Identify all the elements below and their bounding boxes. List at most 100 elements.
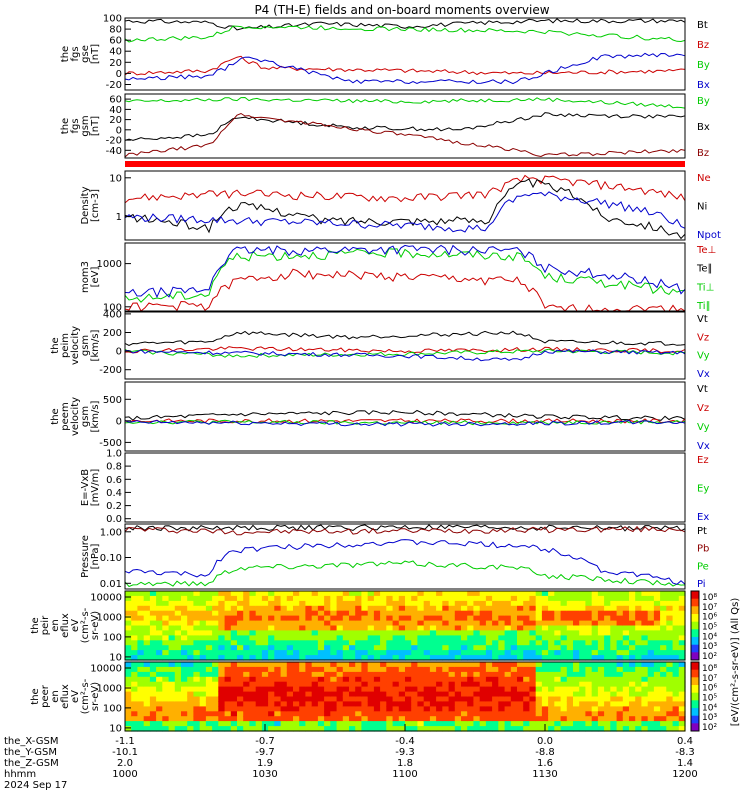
spectrogram-cell bbox=[268, 620, 275, 627]
spectrogram-cell bbox=[541, 681, 549, 688]
spectrogram-cell bbox=[349, 635, 356, 641]
spectrogram-cell bbox=[678, 620, 686, 627]
spectrogram-cell bbox=[286, 681, 294, 688]
spectrogram-cell bbox=[504, 625, 512, 631]
spectrogram-cell bbox=[361, 671, 369, 678]
spectrogram-cell bbox=[411, 635, 418, 641]
spectrogram-cell bbox=[342, 721, 350, 727]
spectrogram-cell bbox=[585, 625, 593, 631]
spectrogram-cell bbox=[149, 630, 157, 636]
spectrogram-cell bbox=[398, 671, 406, 678]
spectrogram-cell bbox=[405, 696, 412, 702]
spectrogram-cell bbox=[212, 671, 219, 678]
spectrogram-cell bbox=[517, 630, 524, 636]
spectrogram-cell bbox=[535, 716, 543, 722]
spectrogram-cell bbox=[448, 610, 456, 617]
spectrogram-cell bbox=[249, 676, 257, 683]
spectrogram-cell bbox=[629, 676, 636, 683]
spectrogram-cell bbox=[436, 655, 443, 661]
spectrogram-cell bbox=[610, 681, 618, 688]
spectrogram-cell bbox=[324, 635, 331, 641]
spectrogram-cell bbox=[579, 681, 586, 688]
spectrogram-cell bbox=[261, 650, 269, 656]
spectrogram-cell bbox=[423, 620, 431, 627]
spectrogram-cell bbox=[187, 676, 194, 683]
spectrogram-cell bbox=[199, 620, 207, 627]
spectrogram-cell bbox=[205, 691, 213, 698]
spectrogram-cell bbox=[510, 600, 518, 607]
spectrogram-cell bbox=[174, 706, 182, 712]
spectrogram-cell bbox=[610, 615, 618, 622]
spectrogram-cell bbox=[193, 711, 201, 717]
spectrogram-cell bbox=[591, 650, 599, 656]
spectrogram-cell bbox=[579, 662, 586, 668]
spectrogram-cell bbox=[585, 676, 593, 683]
spectrogram-cell bbox=[629, 711, 636, 717]
spectrogram-cell bbox=[498, 610, 506, 617]
footer-value: -8.3 bbox=[675, 747, 695, 758]
spectrogram-cell bbox=[448, 711, 456, 717]
spectrogram-cell bbox=[261, 666, 269, 673]
spectrogram-cell bbox=[647, 676, 655, 683]
spectrogram-cell bbox=[224, 650, 232, 656]
spectrogram-cell bbox=[517, 655, 524, 661]
spectrogram-cell bbox=[647, 721, 655, 727]
spectrogram-cell bbox=[467, 691, 474, 698]
spectrogram-cell bbox=[336, 620, 344, 627]
spectrogram-cell bbox=[604, 711, 611, 717]
spectrogram-cell bbox=[560, 726, 568, 732]
spectrogram-cell bbox=[448, 676, 456, 683]
spectrogram-cell bbox=[442, 600, 450, 607]
spectrogram-cell bbox=[678, 676, 686, 683]
spectrogram-cell bbox=[324, 620, 331, 627]
spectrogram-cell bbox=[317, 600, 325, 607]
spectrogram-cell bbox=[349, 716, 356, 722]
spectrogram-cell bbox=[504, 662, 512, 668]
spectrogram-cell bbox=[187, 721, 194, 727]
spectrogram-cell bbox=[597, 600, 605, 607]
spectrogram-cell bbox=[162, 662, 170, 668]
spectrogram-cell bbox=[653, 595, 661, 602]
spectrogram-cell bbox=[174, 676, 182, 683]
spectrogram-cell bbox=[199, 681, 207, 688]
spectrogram-cell bbox=[622, 706, 630, 712]
spectrogram-cell bbox=[492, 721, 499, 727]
spectrogram-cell bbox=[423, 676, 431, 683]
spectrogram-cell bbox=[143, 600, 151, 607]
spectrogram-cell bbox=[224, 726, 232, 732]
spectrogram-cell bbox=[361, 595, 369, 602]
spectrogram-cell bbox=[317, 615, 325, 622]
spectrogram-cell bbox=[510, 706, 518, 712]
spectrogram-cell bbox=[255, 605, 263, 612]
spectrogram-cell bbox=[585, 666, 593, 673]
legend-by: By bbox=[697, 60, 710, 71]
spectrogram-cell bbox=[461, 726, 468, 732]
spectrogram-cell bbox=[212, 691, 219, 698]
spectrogram-cell bbox=[523, 676, 530, 683]
y-tick-label: 20 bbox=[109, 58, 122, 69]
spectrogram-cell bbox=[566, 666, 574, 673]
spectrogram-cell bbox=[187, 605, 194, 612]
spectrogram-cell bbox=[311, 600, 319, 607]
spectrogram-cell bbox=[461, 640, 468, 646]
spectrogram-cell bbox=[492, 600, 499, 607]
spectrogram-cell bbox=[317, 676, 325, 683]
spectrogram-cell bbox=[261, 671, 269, 678]
spectrogram-cell bbox=[442, 635, 450, 641]
spectrogram-cell bbox=[286, 666, 294, 673]
spectrogram-cell bbox=[523, 706, 530, 712]
spectrogram-cell bbox=[579, 640, 586, 646]
spectrogram-cell bbox=[143, 686, 151, 693]
spectrogram-cell bbox=[622, 595, 630, 602]
spectrogram-cell bbox=[255, 696, 263, 702]
spectrogram-cell bbox=[604, 610, 611, 617]
spectrogram-cell bbox=[224, 591, 232, 597]
spectrogram-cell bbox=[367, 662, 375, 668]
spectrogram-cell bbox=[361, 640, 369, 646]
spectrogram-cell bbox=[311, 615, 319, 622]
spectrogram-cell bbox=[641, 600, 649, 607]
spectrogram-cell bbox=[504, 676, 512, 683]
spectrogram-cell bbox=[448, 635, 456, 641]
